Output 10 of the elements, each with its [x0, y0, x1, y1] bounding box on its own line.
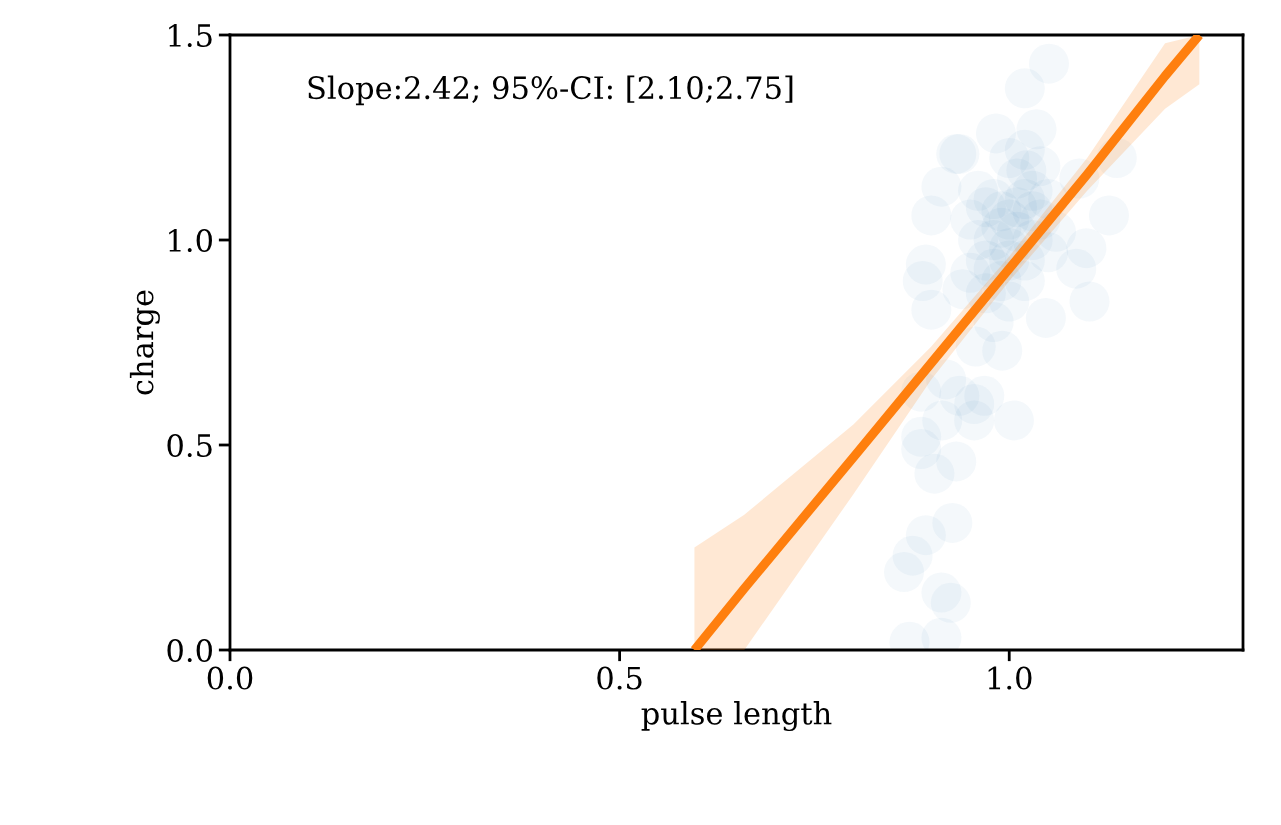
y-tick-label: 0.0: [167, 638, 212, 663]
y-tick-label: 1.0: [169, 228, 212, 253]
annotation: Slope:2.42; 95%-CI: [2.10;2.75]: [308, 75, 793, 106]
x-axis-title: pulse length: [641, 701, 832, 732]
y-axis-title: charge: [129, 290, 160, 395]
y-tick-label: 0.5: [167, 433, 212, 458]
y-tick-label: 1.5: [169, 23, 212, 48]
x-tick-label: 0.5: [597, 666, 642, 690]
x-tick-label: 0.0: [207, 666, 253, 690]
x-tick-label: 1.0: [988, 666, 1032, 690]
